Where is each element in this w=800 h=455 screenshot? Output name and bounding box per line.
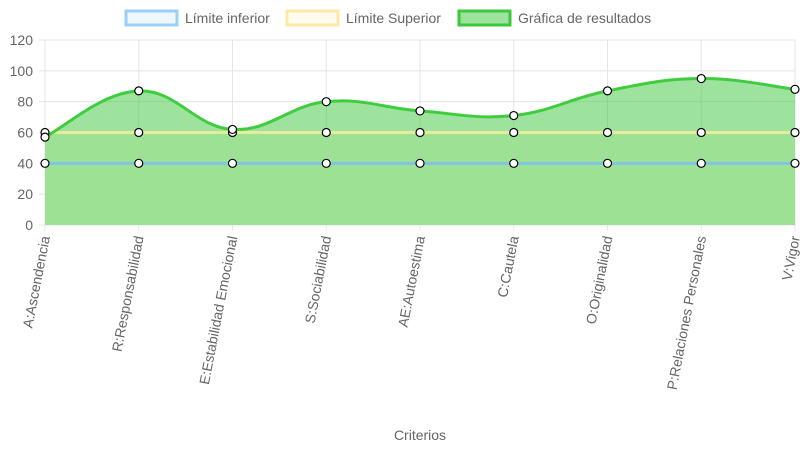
data-point	[227, 158, 238, 168]
x-tick-label: A:Ascendencia	[19, 234, 53, 329]
data-point	[696, 127, 706, 138]
legend-label: Límite Superior	[346, 10, 441, 26]
legend-swatch	[457, 9, 512, 27]
data-point	[602, 158, 613, 168]
data-point	[134, 127, 144, 138]
series-points	[40, 73, 800, 168]
y-tick-label: 20	[17, 186, 33, 202]
y-tick-label: 120	[10, 32, 34, 48]
series-line	[44, 77, 796, 139]
x-tick-label: C:Cautela	[494, 234, 522, 298]
x-tick-label: P:Relaciones Personales	[664, 235, 710, 392]
y-tick-label: 80	[17, 94, 33, 110]
data-point	[602, 127, 613, 138]
x-tick-label: AE:Autoestima	[395, 234, 428, 328]
data-point	[134, 86, 144, 96]
data-point	[227, 124, 238, 135]
data-point	[509, 127, 519, 138]
x-tick-label: S:Sociabilidad	[302, 235, 335, 325]
y-tick-label: 60	[17, 125, 33, 141]
series-area	[45, 78, 795, 226]
series-areas	[45, 78, 795, 226]
y-tick-label: 0	[25, 217, 33, 233]
legend-swatch	[124, 9, 179, 27]
data-point	[790, 127, 800, 138]
y-axis-ticks: 0 20 40 60 80 100 120	[10, 32, 34, 233]
data-point	[415, 158, 425, 168]
data-point	[509, 158, 519, 168]
y-tick-label: 40	[17, 155, 33, 171]
data-point	[40, 158, 50, 168]
data-point	[696, 73, 706, 84]
legend-label: Límite inferior	[185, 10, 270, 26]
data-point	[134, 158, 144, 168]
data-point	[509, 110, 519, 121]
data-point	[602, 86, 613, 96]
data-point	[321, 158, 331, 168]
data-point	[415, 127, 425, 138]
x-axis-ticks: A:Ascendencia R:Responsabilidad E:Estabili…	[19, 234, 800, 391]
data-point	[790, 158, 800, 168]
data-point	[696, 158, 706, 168]
data-point	[790, 84, 800, 94]
x-tick-label: E:Estabilidad Emocional	[196, 235, 241, 386]
data-point	[40, 132, 50, 142]
x-tick-label: V:Vigor	[779, 234, 800, 282]
data-point	[415, 106, 425, 116]
x-tick-label: R:Responsabilidad	[109, 235, 147, 353]
legend-swatch	[285, 9, 340, 27]
legend-label: Gráfica de resultados	[518, 10, 651, 26]
y-tick-label: 100	[10, 63, 34, 79]
legend: Límite inferior Límite Superior Gráfica de…	[124, 9, 651, 27]
data-point	[321, 97, 331, 107]
data-point	[321, 127, 331, 138]
x-axis-title: Criterios	[394, 427, 446, 443]
x-tick-label: O:Originalidad	[583, 235, 616, 326]
